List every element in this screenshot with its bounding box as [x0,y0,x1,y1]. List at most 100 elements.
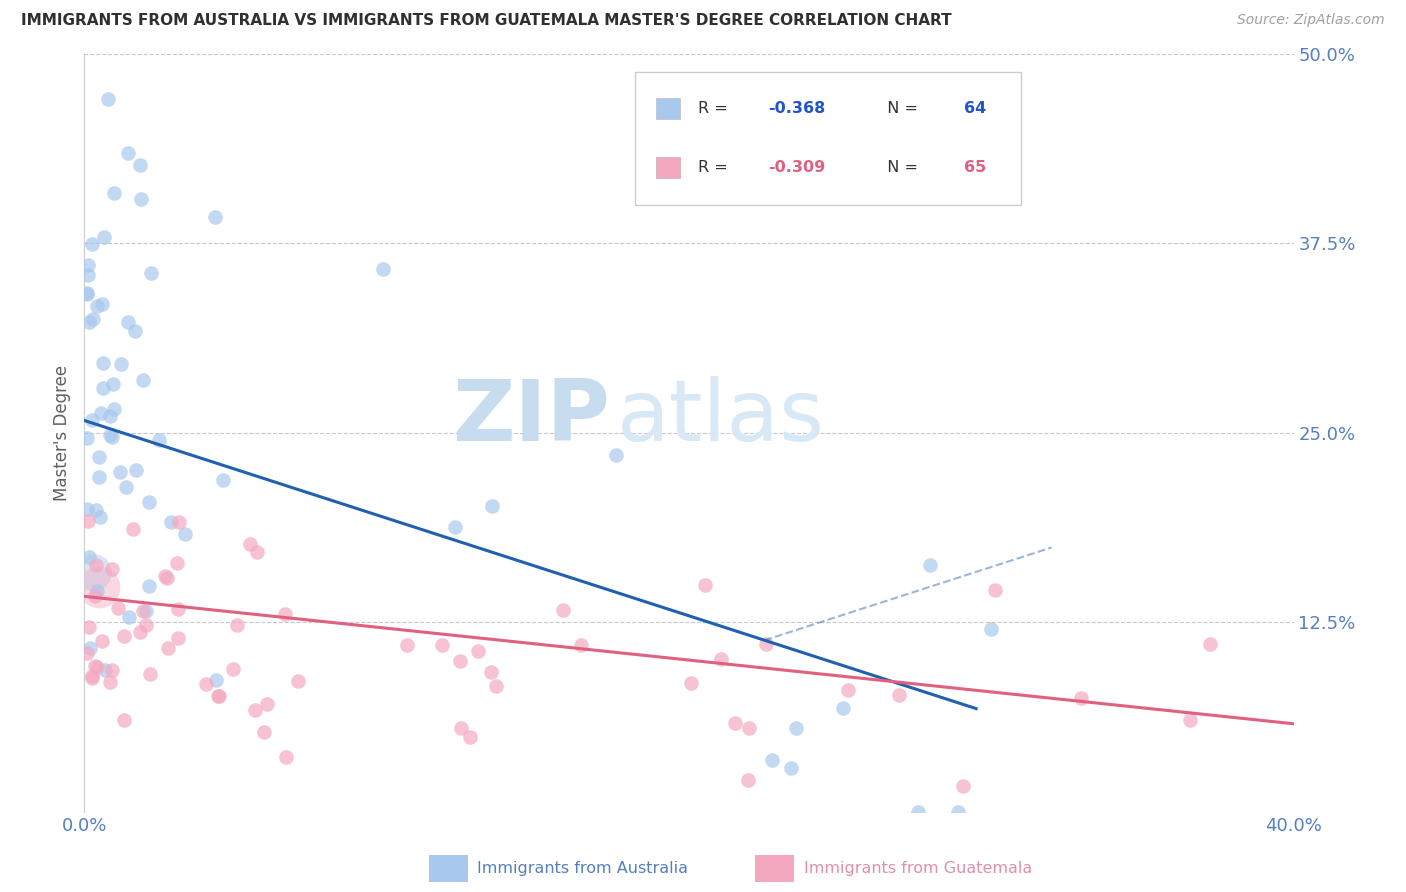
Point [204,210,226,224]
Point [1198,637,1220,651]
Point [77,620,100,634]
Point [87,450,110,464]
Point [80,413,103,427]
Point [208,689,231,703]
Point [79,315,101,329]
Point [481,665,503,679]
Point [138,495,160,509]
Point [122,522,145,536]
Point [444,520,467,534]
Point [222,662,245,676]
Point [76,258,98,272]
Point [124,324,146,338]
Text: ZIP: ZIP [453,376,610,459]
Point [918,558,941,572]
Point [226,618,249,632]
Point [274,607,297,622]
Point [98,409,121,423]
Point [98,428,121,442]
Point [737,773,759,788]
Point [132,373,155,387]
Point [93,230,115,244]
Point [449,655,471,669]
Point [82,236,104,251]
Point [156,640,179,655]
Point [256,697,278,711]
Text: Immigrants from Guatemala: Immigrants from Guatemala [804,861,1032,876]
Point [148,433,170,447]
Point [156,571,179,585]
Point [287,673,309,688]
Point [1070,690,1092,705]
Point [481,499,503,513]
Text: atlas: atlas [616,376,824,459]
Point [569,638,592,652]
Point [76,502,98,516]
Point [243,703,266,717]
Point [84,558,107,572]
Point [239,537,262,551]
Point [551,603,574,617]
FancyBboxPatch shape [634,72,1022,205]
Point [101,562,124,576]
Point [984,582,1007,597]
Point [755,637,778,651]
Point [274,750,297,764]
Bar [755,855,794,882]
Point [77,268,100,282]
Point [91,381,114,395]
Point [710,652,733,666]
Point [467,644,489,658]
Point [93,663,115,677]
Point [211,474,233,488]
Text: 64: 64 [965,102,987,116]
Point [76,431,98,445]
Text: -0.368: -0.368 [768,102,825,116]
Point [135,618,157,632]
Bar [657,157,681,178]
Point [86,502,108,516]
Point [110,465,132,479]
Point [80,669,103,683]
Point [79,640,101,655]
Point [738,721,761,735]
Point [97,92,120,106]
Point [946,805,969,819]
Point [83,659,105,673]
Text: N =: N = [877,102,924,116]
Point [89,580,111,594]
Point [110,357,132,371]
Bar [429,855,468,882]
Point [174,527,197,541]
Point [887,688,910,702]
Point [115,480,138,494]
Point [87,470,110,484]
Point [207,690,229,704]
Text: 65: 65 [965,160,987,175]
Point [371,262,394,277]
Point [450,721,472,735]
Point [89,510,111,524]
Point [195,677,218,691]
Point [167,515,190,529]
Point [76,646,98,660]
Point [681,676,703,690]
Point [430,638,453,652]
Point [458,731,481,745]
Point [103,401,125,416]
Bar [657,98,681,120]
Point [246,545,269,559]
Text: -0.309: -0.309 [768,160,825,175]
Point [160,515,183,529]
Point [100,430,122,444]
Point [86,660,108,674]
Point [129,624,152,639]
Point [952,780,974,794]
Text: Source: ZipAtlas.com: Source: ZipAtlas.com [1237,13,1385,28]
Point [695,577,717,591]
Point [167,631,190,645]
Point [780,760,803,774]
Y-axis label: Master's Degree: Master's Degree [53,365,72,500]
Point [153,569,176,583]
Point [831,701,853,715]
